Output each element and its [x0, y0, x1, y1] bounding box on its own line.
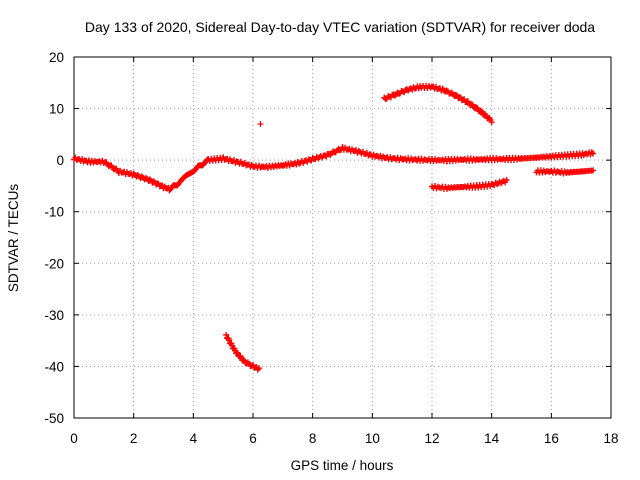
y-tick-label: 20: [49, 50, 64, 65]
tick-labels: 0 2 4 6 8 10 12 14 16 18 -50 -40 -30 -20 -10 0 10 20: [44, 50, 618, 446]
x-tick-label: 12: [424, 431, 439, 446]
data-point: [452, 91, 459, 98]
data-point: [255, 365, 262, 372]
y-tick-label: -10: [44, 205, 64, 220]
y-tick-label: -40: [44, 359, 64, 374]
series-dropout-segment: [223, 331, 262, 373]
x-tick-label: 2: [130, 431, 138, 446]
y-tick-label: 0: [56, 153, 64, 168]
plot-frame: [73, 56, 612, 419]
x-tick-label: 6: [249, 431, 257, 446]
data-point: [477, 107, 484, 114]
x-tick-label: 10: [365, 431, 380, 446]
y-tick-label: -20: [44, 256, 64, 271]
data-point: [503, 177, 510, 184]
x-tick-label: 14: [484, 431, 500, 446]
data-point: [590, 167, 597, 174]
data-point-outlier: [257, 121, 264, 128]
x-tick-label: 4: [190, 431, 198, 446]
series-upper-arc: [381, 82, 495, 126]
data-point: [223, 331, 230, 338]
grid: [74, 57, 611, 418]
data-points: [71, 82, 597, 373]
data-point: [240, 356, 247, 363]
chart-title: Day 133 of 2020, Sidereal Day-to-day VTE…: [85, 19, 595, 35]
data-point: [473, 104, 480, 111]
data-point: [150, 178, 157, 185]
data-point: [590, 150, 597, 157]
x-axis-label: GPS time / hours: [291, 458, 394, 473]
series-main-trace: [71, 144, 597, 194]
y-tick-label: -30: [44, 308, 64, 323]
data-point: [226, 337, 233, 344]
y-tick-label: -50: [44, 411, 64, 426]
x-tick-label: 18: [603, 431, 618, 446]
axis-ticks: [73, 56, 612, 419]
x-tick-label: 8: [309, 431, 317, 446]
x-tick-label: 16: [544, 431, 559, 446]
series-lower-segment: [429, 177, 510, 192]
data-point: [488, 119, 495, 126]
data-point: [146, 176, 153, 183]
y-tick-label: 10: [49, 102, 64, 117]
series-right-segment: [533, 167, 597, 177]
y-axis-label: SDTVAR / TECUs: [6, 184, 21, 293]
x-tick-label: 0: [70, 431, 78, 446]
series-outlier: [257, 121, 264, 128]
data-point: [229, 342, 236, 349]
